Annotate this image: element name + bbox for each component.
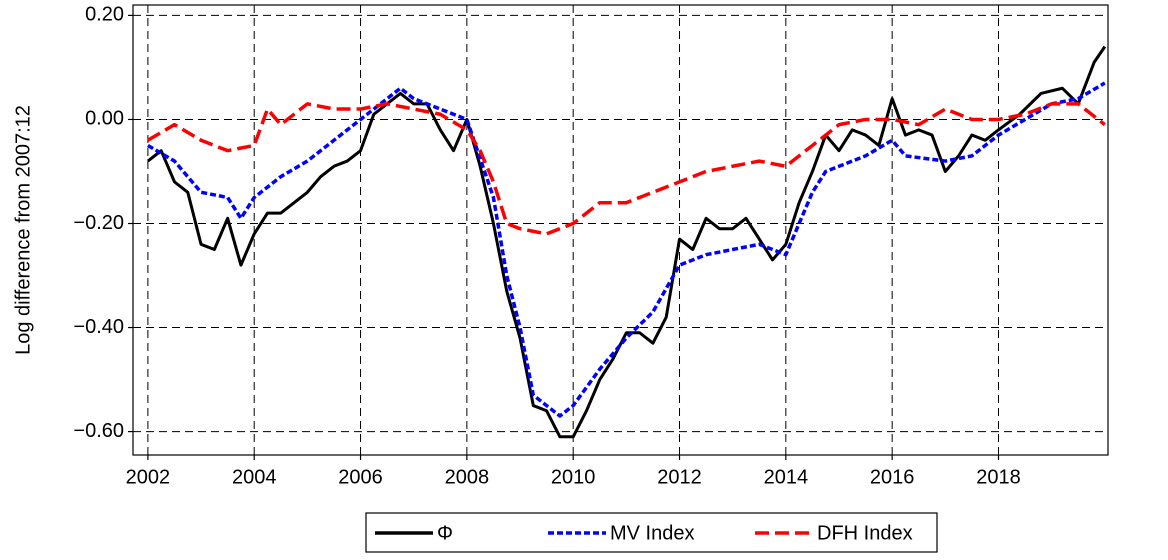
legend-label: DFH Index bbox=[817, 522, 913, 544]
series-line bbox=[147, 102, 1106, 236]
x-tick-label: 2016 bbox=[870, 466, 915, 488]
y-tick-label: −0.40 bbox=[73, 316, 124, 338]
series-line bbox=[146, 45, 1107, 439]
y-tick-label: −0.60 bbox=[73, 420, 124, 442]
y-tick-label: 0.00 bbox=[85, 108, 124, 130]
plot-frame bbox=[132, 4, 1109, 456]
legend-label: Φ bbox=[437, 522, 453, 544]
legend-label: MV Index bbox=[610, 522, 694, 544]
x-tick-label: 2010 bbox=[551, 466, 596, 488]
series-line bbox=[147, 81, 1106, 418]
y-tick-label: −0.20 bbox=[73, 212, 124, 234]
y-tick-label: 0.20 bbox=[85, 4, 124, 26]
x-tick-label: 2014 bbox=[764, 466, 809, 488]
x-tick-label: 2012 bbox=[657, 466, 702, 488]
x-tick-label: 2002 bbox=[126, 466, 171, 488]
x-tick-label: 2004 bbox=[232, 466, 277, 488]
y-axis-label: Log difference from 2007:12 bbox=[12, 105, 34, 355]
x-tick-label: 2018 bbox=[976, 466, 1021, 488]
x-tick-label: 2008 bbox=[445, 466, 490, 488]
legend-box bbox=[365, 512, 938, 553]
x-tick-label: 2006 bbox=[338, 466, 383, 488]
